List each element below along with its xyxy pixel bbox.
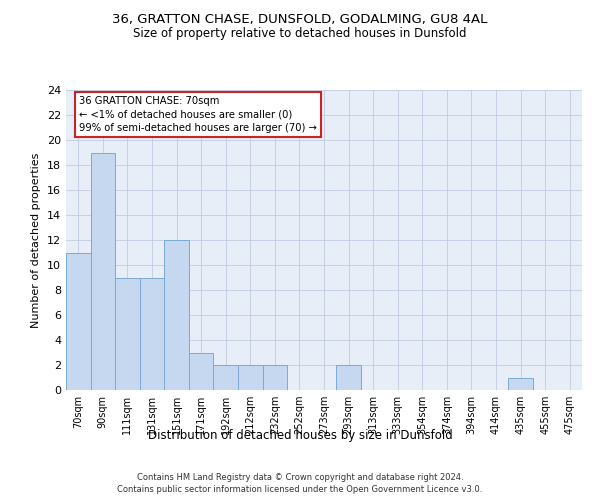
Bar [336, 365, 361, 390]
Bar [66, 252, 91, 390]
Bar [164, 240, 189, 390]
Text: Size of property relative to detached houses in Dunsfold: Size of property relative to detached ho… [133, 28, 467, 40]
Bar [189, 352, 214, 390]
Text: 36, GRATTON CHASE, DUNSFOLD, GODALMING, GU8 4AL: 36, GRATTON CHASE, DUNSFOLD, GODALMING, … [112, 12, 488, 26]
Bar [214, 365, 238, 390]
Y-axis label: Number of detached properties: Number of detached properties [31, 152, 41, 328]
Bar [140, 278, 164, 390]
Text: Contains HM Land Registry data © Crown copyright and database right 2024.: Contains HM Land Registry data © Crown c… [137, 473, 463, 482]
Text: 36 GRATTON CHASE: 70sqm
← <1% of detached houses are smaller (0)
99% of semi-det: 36 GRATTON CHASE: 70sqm ← <1% of detache… [79, 96, 317, 132]
Text: Distribution of detached houses by size in Dunsfold: Distribution of detached houses by size … [148, 428, 452, 442]
Bar [508, 378, 533, 390]
Bar [238, 365, 263, 390]
Bar [263, 365, 287, 390]
Bar [115, 278, 140, 390]
Bar [91, 152, 115, 390]
Text: Contains public sector information licensed under the Open Government Licence v3: Contains public sector information licen… [118, 486, 482, 494]
